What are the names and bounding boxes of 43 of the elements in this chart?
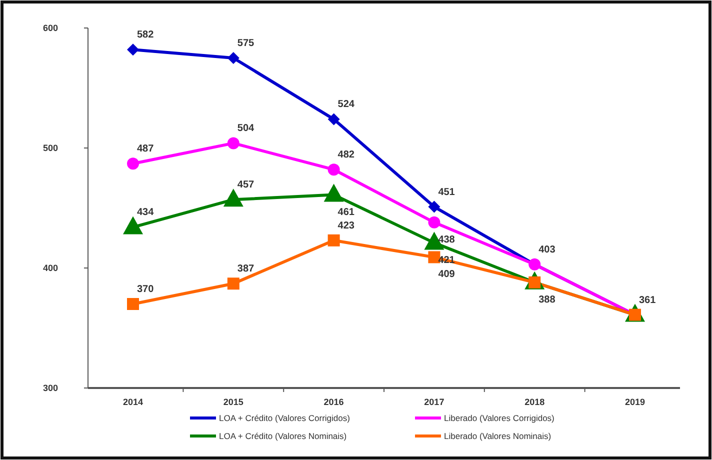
point — [328, 113, 340, 126]
data-label: 434 — [137, 207, 154, 218]
data-label: 461 — [338, 206, 355, 218]
x-tick-label: 2017 — [424, 397, 444, 407]
data-label: 504 — [237, 123, 255, 134]
data-label: 387 — [237, 264, 255, 275]
data-label: 403 — [538, 244, 556, 256]
y-tick-label: 500 — [42, 143, 58, 153]
point — [127, 298, 139, 310]
data-label: 487 — [137, 144, 154, 155]
point — [127, 158, 139, 170]
data-label: 582 — [137, 30, 154, 41]
point — [328, 234, 340, 246]
point — [127, 44, 139, 56]
legend-label: Liberado (Valores Nominais) — [444, 431, 552, 441]
y-tick-label: 300 — [42, 383, 58, 393]
x-tick-label: 2019 — [624, 397, 646, 407]
data-label: 370 — [137, 284, 154, 295]
data-label: 524 — [338, 99, 355, 110]
x-tick-label: 2016 — [324, 397, 344, 407]
data-label: 361 — [639, 294, 656, 306]
point — [328, 164, 340, 176]
data-label: 423 — [338, 220, 355, 232]
y-tick-label: 400 — [42, 263, 58, 273]
data-label: 457 — [237, 180, 255, 191]
x-tick-label: 2018 — [524, 397, 545, 407]
data-label: 409 — [438, 269, 456, 280]
y-tick-label: 600 — [42, 23, 58, 33]
x-tick-label: 2015 — [223, 397, 244, 407]
point — [227, 137, 240, 150]
legend-label: Liberado (Valores Corrigidos) — [444, 413, 555, 423]
data-label: 575 — [237, 38, 255, 49]
point — [227, 52, 240, 64]
data-label: 438 — [438, 234, 456, 246]
point — [227, 278, 240, 290]
x-tick-label: 2014 — [122, 397, 144, 407]
point — [428, 216, 440, 228]
legend-label: LOA + Crédito (Valores Corrigidos) — [219, 413, 350, 423]
data-label: 482 — [338, 150, 355, 161]
data-label: 451 — [438, 186, 456, 198]
legend-label: LOA + Crédito (Valores Nominais) — [219, 431, 347, 441]
data-label: 388 — [538, 294, 556, 306]
point — [428, 200, 440, 213]
